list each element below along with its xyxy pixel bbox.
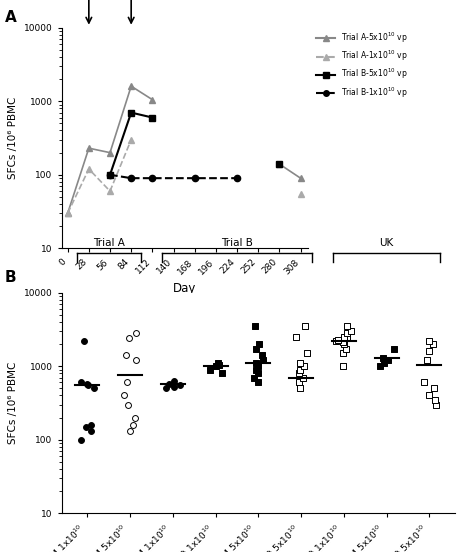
Point (165, 379, 173, 388)
Y-axis label: SFCs /10⁶ PBMC: SFCs /10⁶ PBMC (8, 97, 18, 179)
Text: B: B (5, 269, 17, 284)
Point (255, 339, 263, 348)
Point (123, 378, 131, 387)
Point (339, 362, 346, 370)
Point (425, 347, 433, 355)
Point (91, 384, 98, 392)
Point (384, 356, 392, 365)
Point (126, 427, 134, 436)
Point (212, 362, 220, 370)
Point (340, 332, 348, 341)
Point (339, 349, 346, 358)
Point (342, 345, 350, 354)
Point (429, 339, 437, 348)
Point (82, 422, 90, 431)
Point (216, 360, 223, 369)
Point (133, 329, 140, 338)
Point (80, 337, 88, 346)
Point (292, 332, 300, 341)
Point (254, 362, 262, 370)
Point (87, 420, 94, 429)
Point (379, 353, 386, 362)
Point (250, 373, 258, 382)
Legend: Trial A-5x10$^{10}$ vp, Trial A-1x10$^{10}$ vp, Trial B-5x10$^{10}$ vp, Trial B-: Trial A-5x10$^{10}$ vp, Trial A-1x10$^{1… (313, 28, 411, 103)
Point (125, 400, 132, 409)
Point (420, 378, 428, 387)
Point (88, 427, 95, 436)
Point (170, 377, 177, 386)
Point (296, 359, 303, 368)
Point (431, 395, 438, 404)
Point (253, 359, 260, 368)
Point (380, 359, 388, 368)
Point (129, 420, 137, 429)
Point (425, 391, 433, 400)
Point (390, 345, 397, 354)
Point (347, 327, 355, 336)
Point (83, 379, 91, 388)
Point (131, 413, 138, 422)
Point (251, 322, 259, 331)
Text: Trial A: Trial A (93, 238, 125, 248)
Point (333, 337, 340, 346)
Point (300, 373, 307, 382)
Point (297, 384, 304, 392)
Point (84, 380, 91, 389)
Point (171, 383, 178, 391)
Y-axis label: SFCs /10⁶ PBMC: SFCs /10⁶ PBMC (8, 362, 18, 444)
Point (425, 337, 433, 346)
Point (122, 351, 129, 360)
Point (206, 365, 214, 374)
Point (218, 369, 226, 378)
Point (376, 362, 384, 370)
Point (297, 365, 304, 374)
Point (295, 378, 303, 387)
Point (339, 338, 346, 347)
Point (126, 334, 133, 343)
Point (340, 339, 348, 348)
Point (301, 362, 308, 370)
Point (214, 359, 222, 368)
Text: A: A (5, 10, 17, 25)
Point (301, 322, 309, 331)
Text: Trial B: Trial B (221, 238, 253, 248)
Point (343, 322, 350, 331)
Point (423, 356, 430, 365)
Point (334, 335, 342, 344)
Point (254, 378, 262, 387)
Point (77, 436, 85, 444)
Point (77, 378, 85, 387)
Point (295, 369, 303, 378)
X-axis label: Day: Day (173, 282, 197, 295)
Point (432, 400, 440, 409)
Point (258, 351, 266, 360)
Text: UK: UK (380, 238, 394, 248)
Point (255, 369, 262, 378)
Point (343, 334, 351, 343)
Point (253, 365, 260, 374)
Point (132, 356, 140, 365)
Point (431, 384, 438, 392)
Point (120, 391, 128, 400)
Point (252, 345, 259, 354)
Point (303, 349, 311, 358)
Point (176, 381, 183, 390)
Point (343, 329, 351, 338)
Point (260, 356, 267, 365)
Point (162, 384, 170, 392)
